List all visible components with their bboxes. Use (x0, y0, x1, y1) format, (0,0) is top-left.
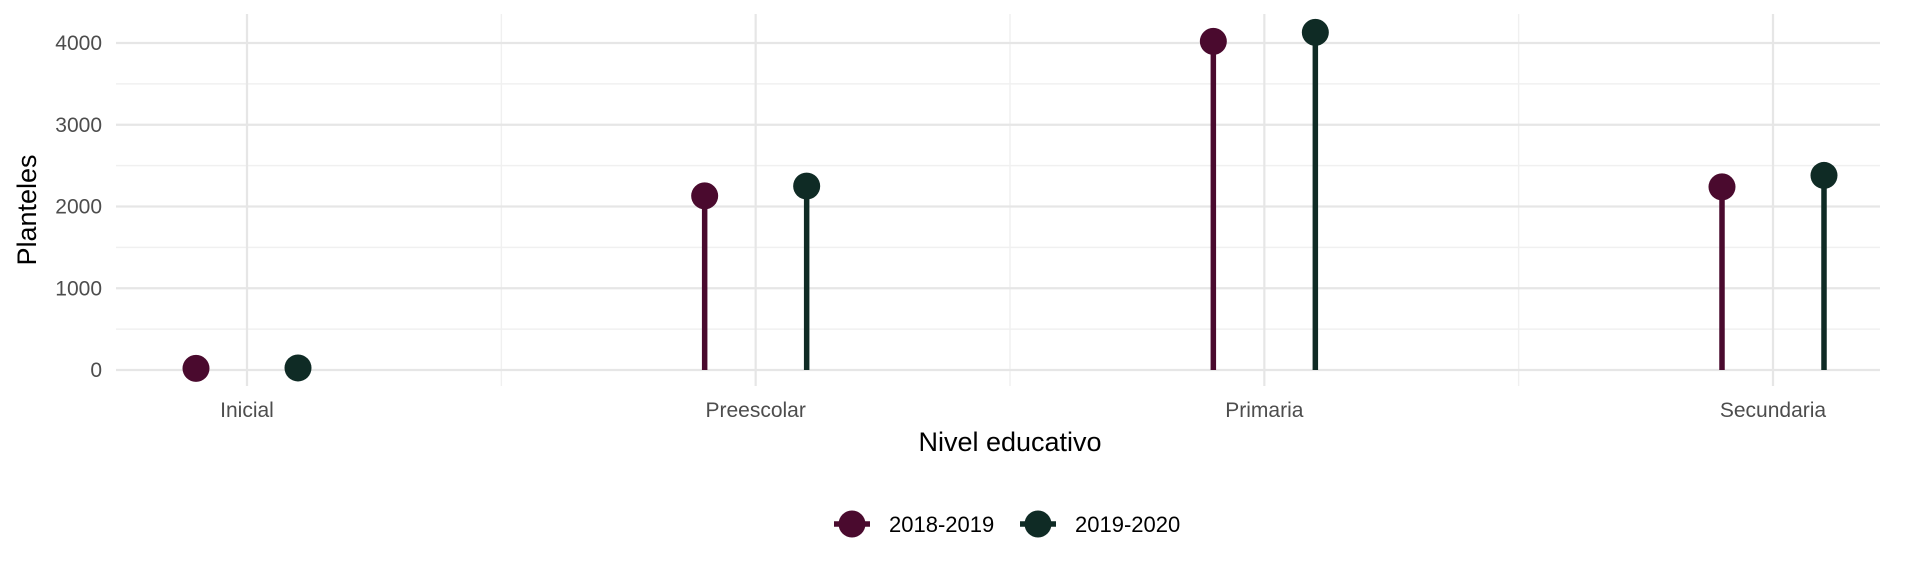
legend-label: 2019-2020 (1075, 512, 1180, 537)
grid-layer (116, 14, 1880, 386)
x-tick-label: Inicial (220, 399, 274, 422)
lollipop-point (284, 354, 312, 382)
x-tick-label: Preescolar (705, 399, 805, 422)
y-tick-label: 3000 (55, 114, 102, 137)
lollipop-point (691, 182, 719, 210)
lollipop-point (793, 172, 821, 200)
x-tick-label: Secundaria (1720, 399, 1827, 422)
legend-key-point (1024, 510, 1052, 538)
legend-key-point (838, 510, 866, 538)
data-marks (182, 18, 1838, 382)
legend-label: 2018-2019 (889, 512, 994, 537)
y-axis-title: Planteles (12, 154, 42, 265)
legend-item: 2018-2019 (834, 510, 994, 538)
y-tick-label: 1000 (55, 277, 102, 300)
lollipop-point (1708, 173, 1736, 201)
lollipop-point (1199, 27, 1227, 55)
x-tick-label: Primaria (1225, 399, 1303, 422)
legend-item: 2019-2020 (1020, 510, 1180, 538)
lollipop-point (1301, 18, 1329, 46)
y-tick-label: 2000 (55, 196, 102, 219)
legend: 2018-2019 2019-2020 (834, 510, 1180, 538)
x-axis-title: Nivel educativo (918, 427, 1101, 457)
y-tick-label: 0 (90, 359, 102, 382)
y-tick-labels: 0 1000 2000 3000 4000 (55, 32, 102, 382)
lollipop-point (1810, 161, 1838, 189)
lollipop-point (182, 354, 210, 382)
x-tick-labels: Inicial Preescolar Primaria Secundaria (220, 399, 1826, 422)
y-tick-label: 4000 (55, 32, 102, 55)
